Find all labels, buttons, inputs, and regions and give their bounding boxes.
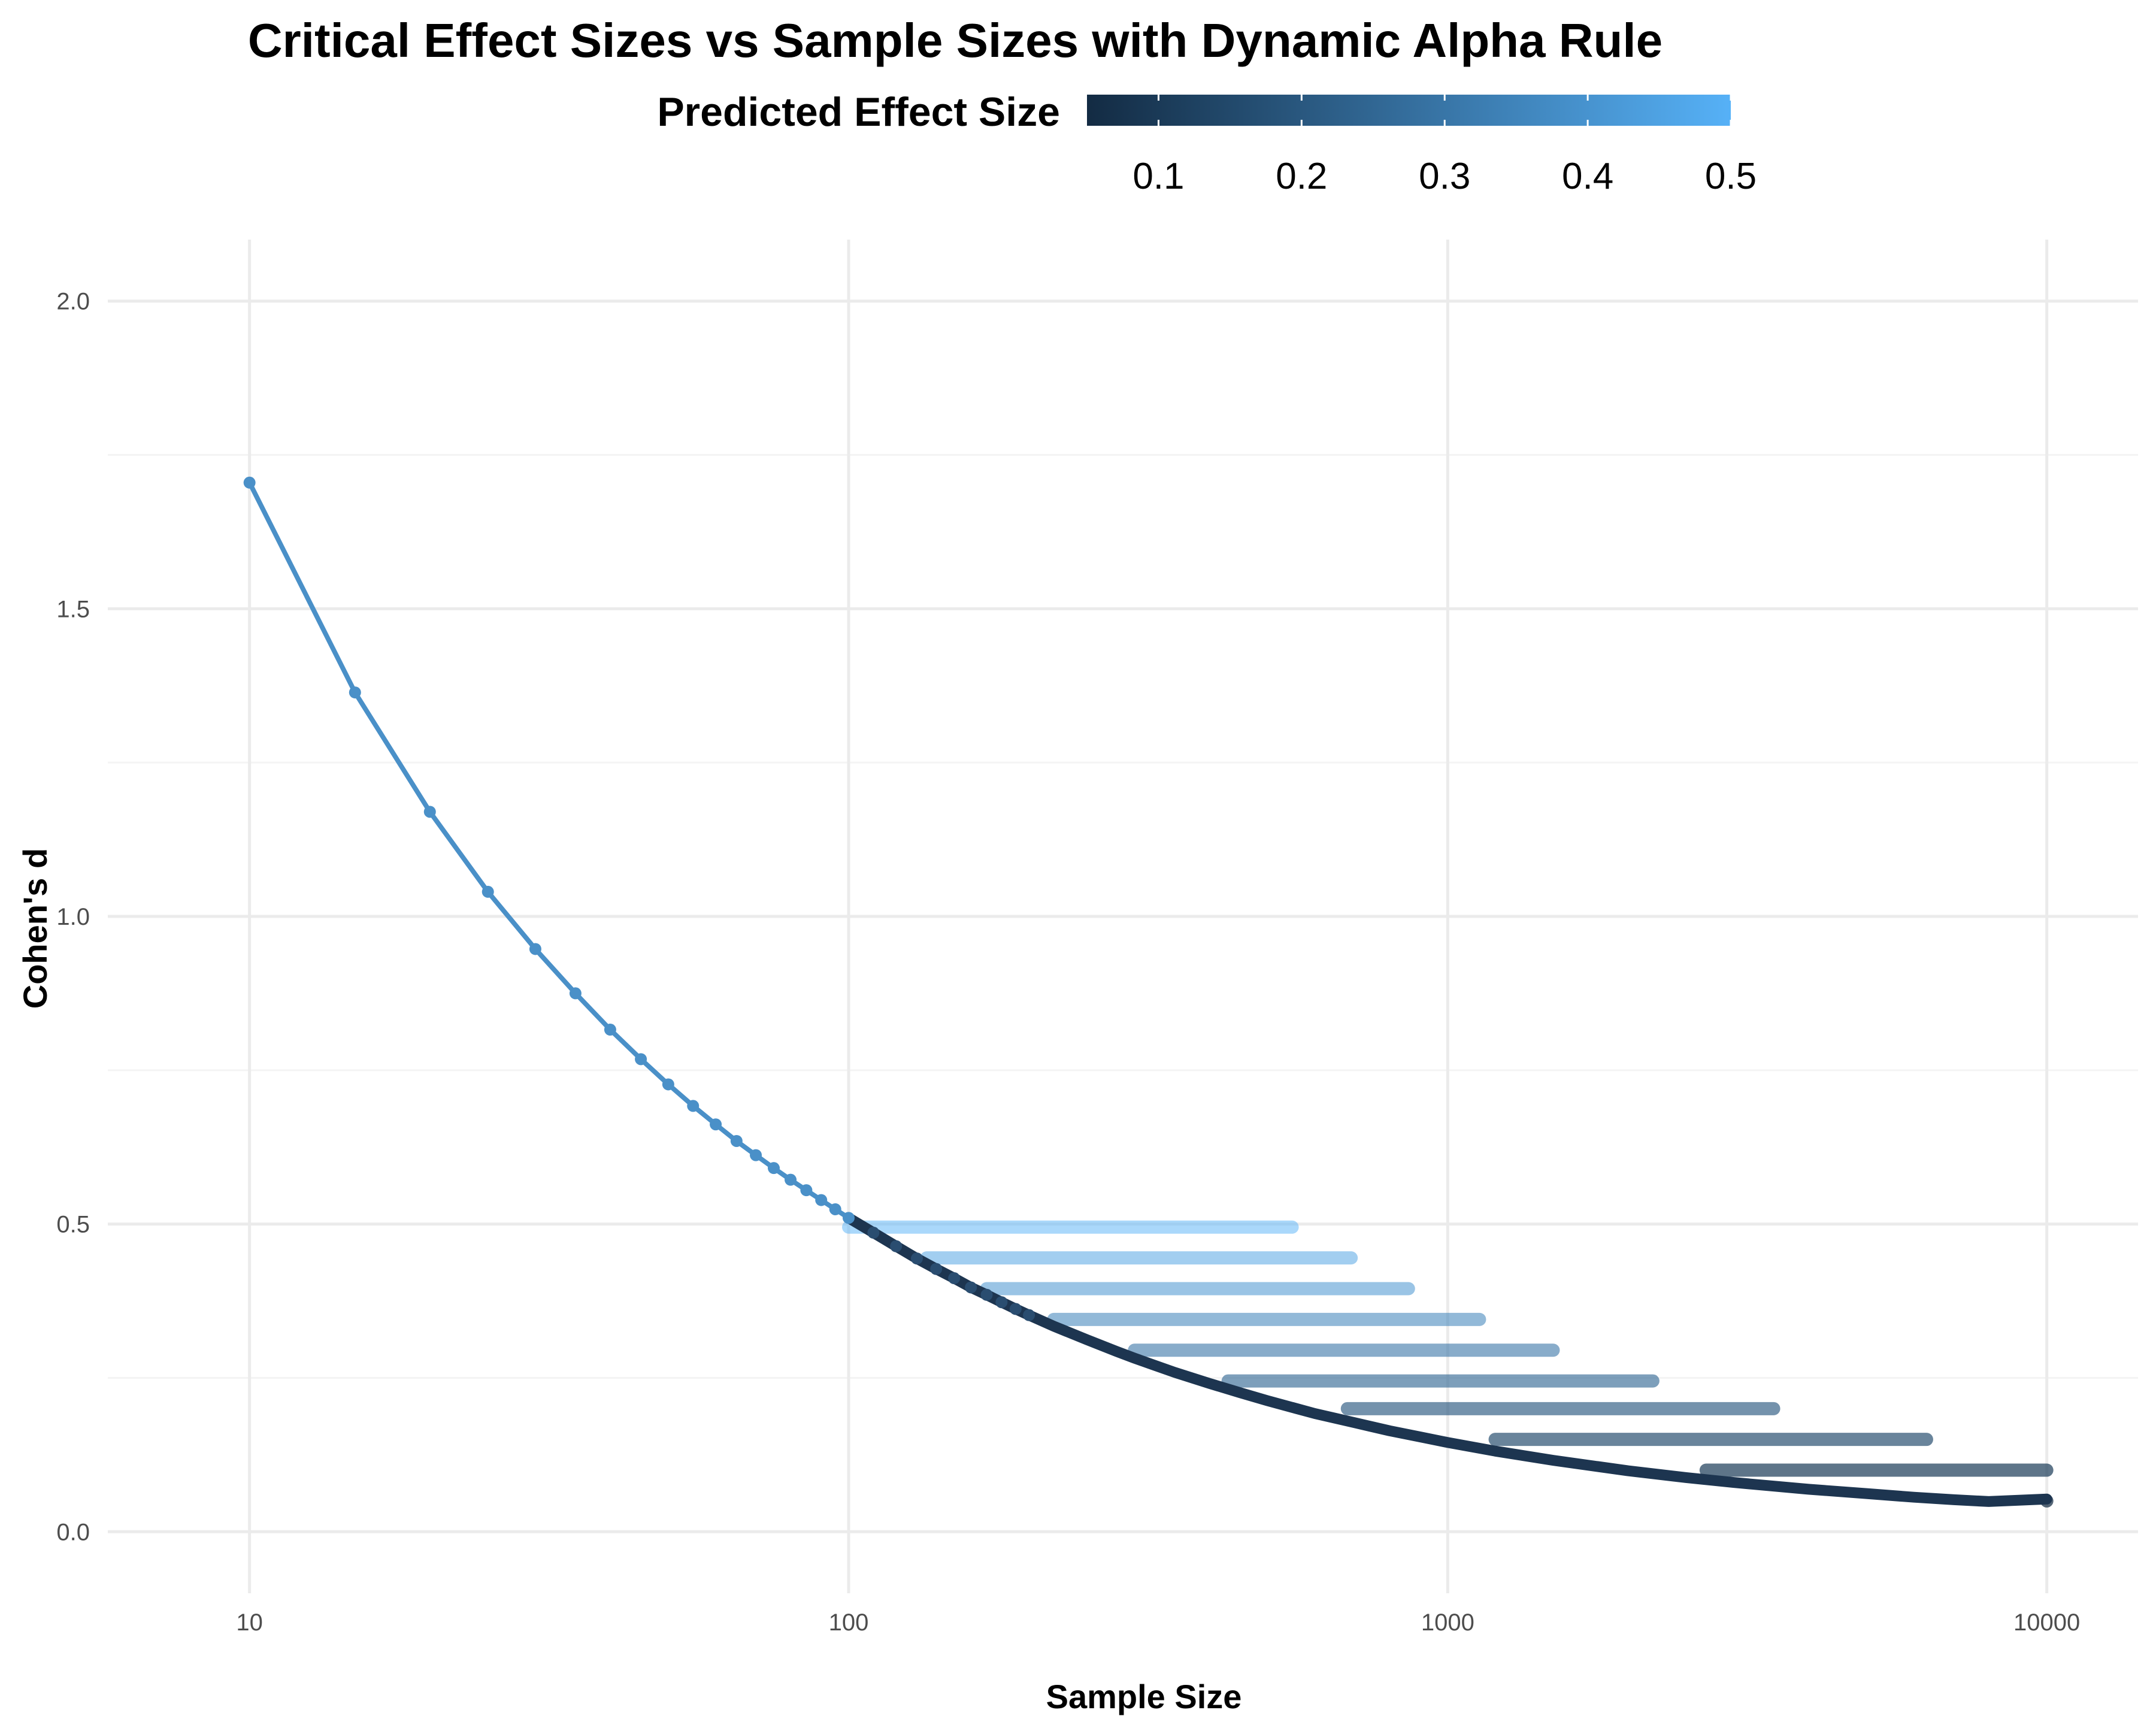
curve-point <box>800 1184 813 1197</box>
axis-labels: 0.0 0.5 1.0 1.5 2.0 10 100 1000 10000 <box>56 289 2080 1636</box>
curve-point <box>1009 1303 1022 1315</box>
curve-point <box>948 1272 961 1285</box>
curve-point <box>349 686 361 699</box>
curve-point <box>243 476 256 489</box>
curve-point <box>829 1203 841 1215</box>
x-tick-label: 1000 <box>1421 1609 1474 1636</box>
x-tick-label: 10000 <box>2013 1609 2080 1636</box>
curve-point <box>910 1252 923 1265</box>
x-tick-label: 100 <box>829 1609 869 1636</box>
y-tick-label: 0.0 <box>56 1519 90 1545</box>
colorbar: 0.1 0.2 0.3 0.4 0.5 <box>1087 95 1757 197</box>
curve-point <box>842 1212 855 1224</box>
curve-point <box>995 1296 1008 1309</box>
curve-point <box>930 1263 943 1275</box>
y-tick-label: 2.0 <box>56 289 90 315</box>
x-tick-label: 10 <box>236 1609 263 1636</box>
x-axis-label: Sample Size <box>1046 1678 1242 1715</box>
critical-curve-lower <box>843 1212 2052 1507</box>
grid-lines <box>108 240 2138 1593</box>
curve-point <box>529 943 541 955</box>
curve-point <box>604 1024 616 1036</box>
curve-point <box>890 1240 903 1252</box>
critical-curve-upper <box>247 482 875 1235</box>
curve-point <box>750 1149 762 1161</box>
curve-point <box>1023 1309 1035 1321</box>
colorbar-tick-label: 0.1 <box>1132 156 1184 197</box>
series-layer <box>243 476 2054 1508</box>
chart-title: Critical Effect Sizes vs Sample Sizes wi… <box>248 14 1663 67</box>
curve-point <box>730 1134 743 1147</box>
colorbar-tick-label: 0.3 <box>1419 156 1470 197</box>
colorbar-tick-label: 0.2 <box>1276 156 1327 197</box>
curve-point <box>710 1118 722 1131</box>
curve-point <box>867 1227 880 1239</box>
colorbar-gradient <box>1087 95 1731 126</box>
curve-point <box>785 1173 797 1186</box>
curve-point <box>768 1162 780 1175</box>
y-tick-label: 0.5 <box>56 1212 90 1238</box>
y-axis-label: Cohen's d <box>16 848 54 1009</box>
curve-point <box>423 806 436 818</box>
y-tick-label: 1.5 <box>56 596 90 622</box>
colorbar-tick-label: 0.4 <box>1562 156 1613 197</box>
curve-point <box>815 1194 828 1206</box>
curve-point <box>662 1078 674 1091</box>
curve-point <box>635 1053 647 1066</box>
curve-point <box>965 1281 977 1294</box>
colorbar-tick-label: 0.5 <box>1705 156 1757 197</box>
curve-point <box>569 987 582 1000</box>
curve-point <box>980 1288 993 1301</box>
curve-point <box>687 1100 700 1112</box>
legend-title: Predicted Effect Size <box>657 89 1060 135</box>
y-tick-label: 1.0 <box>56 904 90 930</box>
curve-point <box>482 885 494 898</box>
